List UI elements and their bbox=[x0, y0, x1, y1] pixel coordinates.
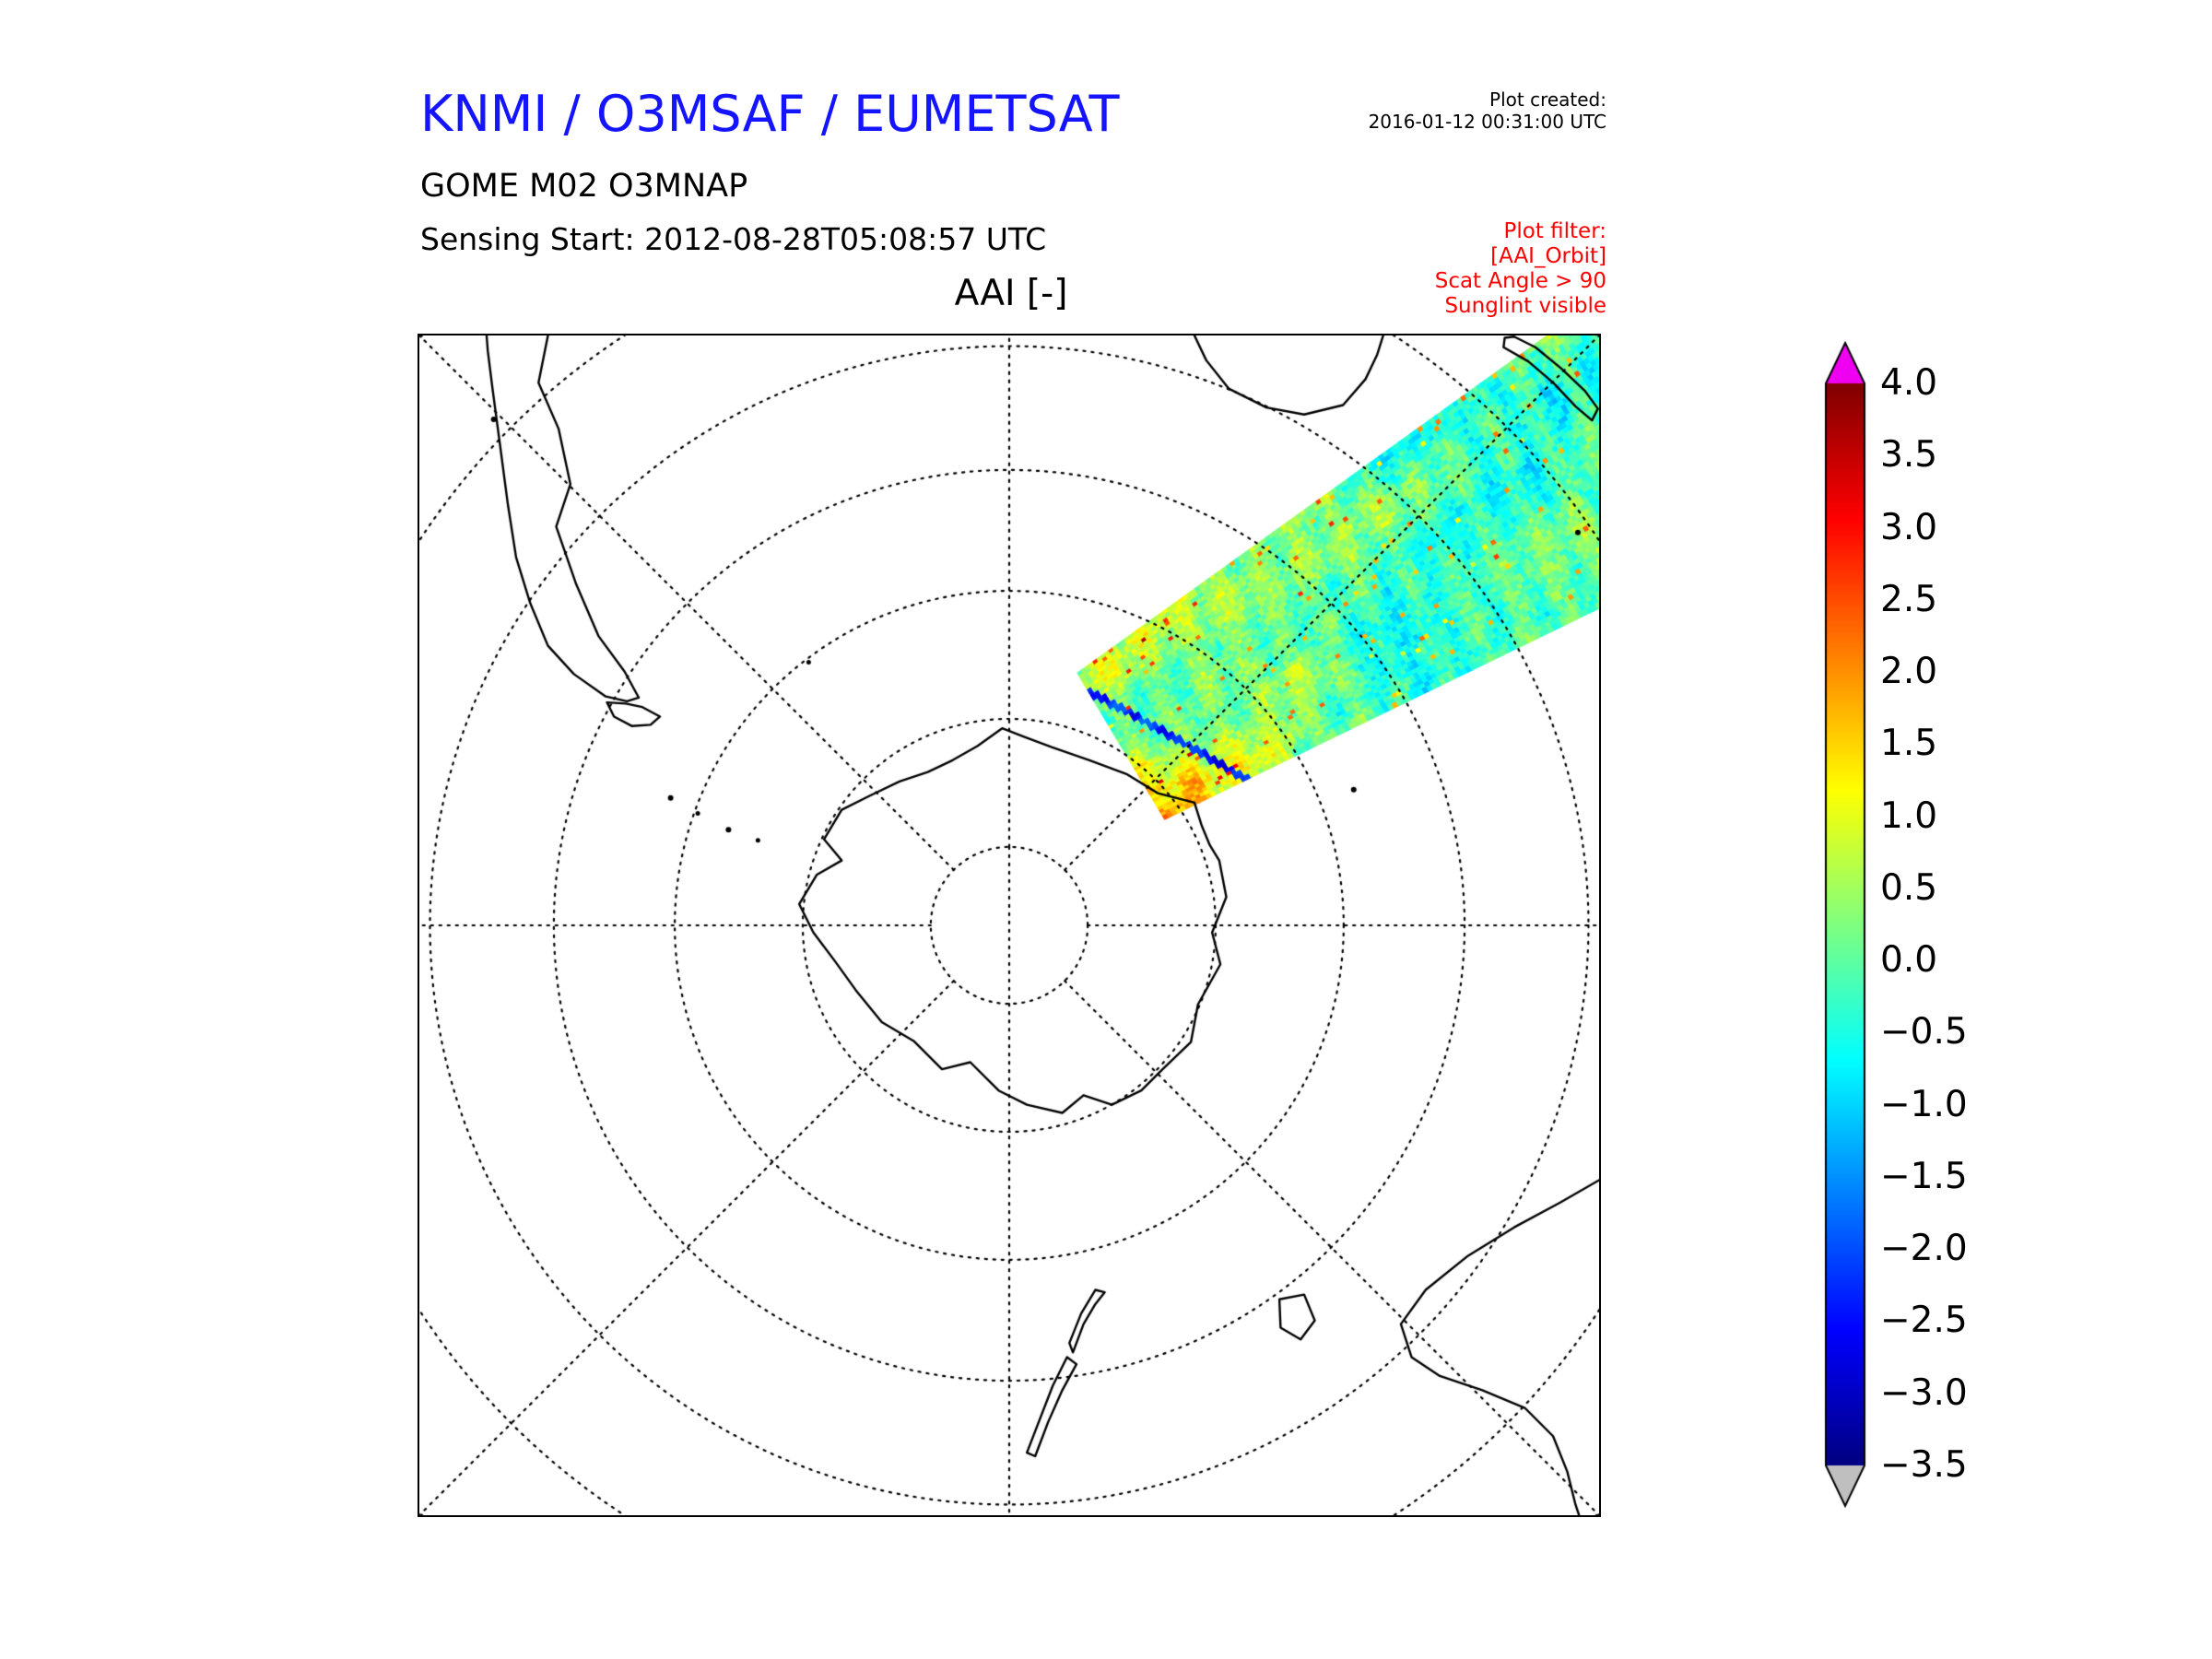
colorbar-tick-label: 0.5 bbox=[1880, 866, 1938, 909]
colorbar-tick-label: −2.0 bbox=[1880, 1228, 1968, 1270]
header-title: KNMI / O3MSAF / EUMETSAT bbox=[420, 85, 1120, 143]
colorbar-tick-label: 3.5 bbox=[1880, 434, 1938, 477]
map-title: AAI [-] bbox=[954, 273, 1068, 314]
product-name: GOME M02 O3MNAP bbox=[420, 168, 748, 205]
colorbar bbox=[1818, 339, 1873, 1519]
colorbar-tick-label: −3.5 bbox=[1880, 1444, 1968, 1486]
plot-filter-line: [AAI_Orbit] bbox=[1490, 244, 1606, 268]
plot-created-label: Plot created: bbox=[1489, 88, 1606, 111]
plot-filter-line: Sunglint visible bbox=[1444, 294, 1606, 318]
colorbar-tick-label: 2.0 bbox=[1880, 651, 1938, 693]
colorbar-tick-label: −3.0 bbox=[1880, 1371, 1968, 1414]
colorbar-tick-label: 1.5 bbox=[1880, 723, 1938, 765]
colorbar-tick-label: −1.5 bbox=[1880, 1155, 1968, 1197]
plot-created-timestamp: 2016-01-12 00:31:00 UTC bbox=[1368, 111, 1606, 133]
colorbar-tick-label: 4.0 bbox=[1880, 362, 1938, 404]
colorbar-tick-label: 1.0 bbox=[1880, 794, 1938, 837]
colorbar-tick-label: 3.0 bbox=[1880, 506, 1938, 548]
plot-filter-line: Plot filter: bbox=[1503, 219, 1606, 243]
plot-filter-block: Plot filter: [AAI_Orbit] Scat Angle > 90… bbox=[1435, 219, 1606, 319]
sensing-start: Sensing Start: 2012-08-28T05:08:57 UTC bbox=[420, 221, 1047, 257]
plot-created-block: Plot created: 2016-01-12 00:31:00 UTC bbox=[1369, 88, 1606, 133]
colorbar-tick-label: −1.0 bbox=[1880, 1083, 1968, 1125]
polar-map-canvas bbox=[418, 334, 1601, 1517]
colorbar-tick-label: −2.5 bbox=[1880, 1300, 1968, 1342]
colorbar-tick-label: −0.5 bbox=[1880, 1011, 1968, 1053]
plot-filter-line: Scat Angle > 90 bbox=[1434, 269, 1606, 293]
colorbar-tick-label: 2.5 bbox=[1880, 578, 1938, 620]
colorbar-tick-label: 0.0 bbox=[1880, 939, 1938, 982]
